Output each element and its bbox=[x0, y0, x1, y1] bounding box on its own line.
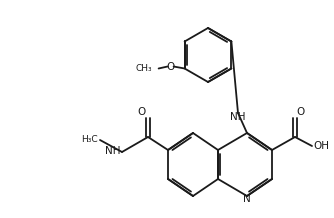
Text: NH: NH bbox=[105, 146, 120, 156]
Text: N: N bbox=[243, 194, 251, 204]
Text: CH₃: CH₃ bbox=[136, 64, 153, 73]
Text: H₃C: H₃C bbox=[81, 136, 98, 145]
Text: O: O bbox=[138, 107, 146, 117]
Text: O: O bbox=[166, 61, 175, 72]
Text: NH: NH bbox=[230, 112, 245, 122]
Text: O: O bbox=[296, 107, 304, 117]
Text: OH: OH bbox=[313, 141, 329, 151]
